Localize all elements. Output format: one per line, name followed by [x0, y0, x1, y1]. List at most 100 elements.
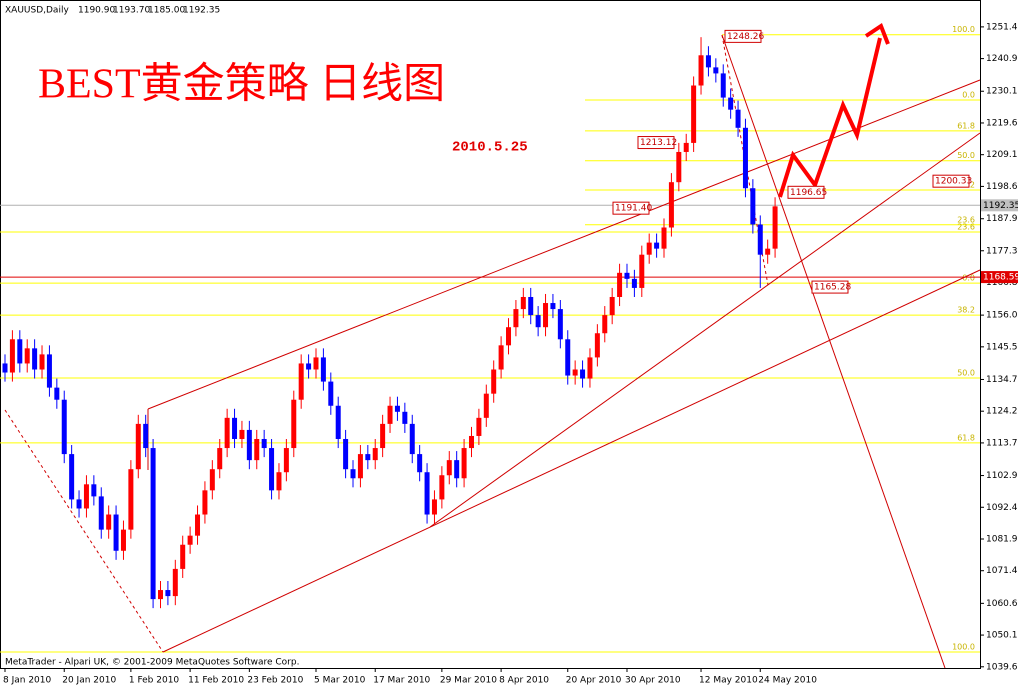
- candle-body: [580, 369, 586, 379]
- candle-body: [735, 109, 741, 128]
- price-tag: 1196.65: [790, 188, 827, 198]
- candle-body: [357, 454, 363, 479]
- x-tick-label: 11 Feb 2010: [188, 676, 244, 686]
- candle-body: [742, 127, 748, 189]
- y-tick-label: 1039.60: [986, 662, 1018, 672]
- candle-body: [187, 535, 193, 545]
- candle-body: [106, 514, 112, 530]
- price-tag-box: [724, 29, 762, 43]
- candle-body: [668, 182, 674, 228]
- trend-line: [162, 269, 981, 653]
- fib-label: 100.0: [952, 642, 975, 651]
- candle-body: [239, 429, 245, 439]
- candle-body: [298, 363, 304, 400]
- candle-body: [446, 460, 452, 476]
- y-tick-label: 1124.20: [986, 407, 1018, 417]
- x-tick-label: 17 Mar 2010: [373, 676, 430, 686]
- price-tag-box: [932, 174, 970, 188]
- candle-body: [750, 188, 756, 225]
- candle-body: [350, 469, 356, 479]
- fib-layer: 100.00.061.850.038.223.623.60.038.250.06…: [0, 25, 980, 653]
- candle-body: [224, 417, 230, 449]
- x-tick-label: 23 Feb 2010: [247, 676, 303, 686]
- candle-body: [491, 369, 497, 394]
- candle-body: [9, 339, 15, 373]
- fib-label: 61.8: [957, 121, 975, 130]
- candle-body: [195, 514, 201, 536]
- ohlc: 1192.35: [183, 6, 220, 16]
- candle-body: [631, 278, 637, 288]
- y-tick-label: 1050.10: [986, 631, 1018, 641]
- axis-price-box: [981, 199, 1018, 212]
- ohlc: 1193.70: [113, 6, 150, 16]
- candle-body: [587, 357, 593, 379]
- fib-label: 100.0: [952, 25, 975, 34]
- price-tag-box: [811, 280, 849, 294]
- y-tick-label: 1240.90: [986, 54, 1018, 64]
- fib-label: 50.0: [957, 368, 975, 377]
- candle-body: [617, 272, 623, 297]
- trend-line: [429, 132, 981, 528]
- candle-body: [157, 590, 163, 600]
- axis-price-label: 1192.35: [983, 201, 1018, 211]
- candle-body: [98, 496, 104, 530]
- candle-body: [380, 423, 386, 449]
- candle-body: [654, 242, 660, 249]
- candle-body: [757, 224, 763, 255]
- candle-body: [676, 151, 682, 183]
- fib-label: 0.0: [962, 91, 975, 100]
- candle-body: [713, 67, 719, 74]
- candle-body: [765, 248, 771, 255]
- candle-body: [113, 514, 119, 551]
- candle-body: [209, 469, 215, 491]
- candle-body: [2, 363, 8, 373]
- y-tick-label: 1177.30: [986, 246, 1018, 256]
- candle-body: [661, 227, 667, 249]
- candle-body: [217, 448, 223, 470]
- x-tick-label: 8 Jan 2010: [3, 676, 51, 686]
- candle-body: [483, 393, 489, 418]
- axis-price-label: 1168.59: [983, 273, 1018, 283]
- candle-body: [246, 429, 252, 461]
- symbol: XAUUSD,Daily: [5, 6, 69, 16]
- y-tick-label: 1156.00: [986, 311, 1018, 321]
- candle-body: [720, 73, 726, 98]
- candle-body: [24, 348, 30, 364]
- candle-body: [32, 348, 38, 370]
- candle-body: [335, 405, 341, 439]
- fib-label: 0.0: [962, 274, 975, 283]
- ohlc: 1190.90: [78, 6, 115, 16]
- candle-body: [646, 242, 652, 255]
- candle-body: [150, 448, 156, 600]
- arrow-head: [864, 22, 890, 45]
- chart-title: BEST黄金策略 日线图: [38, 61, 445, 108]
- y-tick-label: 1113.70: [986, 438, 1018, 448]
- candle-body: [705, 55, 711, 68]
- y-tick-label: 1071.40: [986, 566, 1018, 576]
- y-tick-label: 1145.50: [986, 342, 1018, 352]
- y-tick-label: 1081.90: [986, 534, 1018, 544]
- candle-body: [639, 254, 645, 288]
- candle-body: [320, 357, 326, 382]
- candle-body: [431, 499, 437, 515]
- y-tick-label: 1102.90: [986, 471, 1018, 481]
- candle-body: [76, 499, 82, 509]
- fib-label: 23.6: [957, 223, 975, 232]
- candle-body: [506, 327, 512, 346]
- candle-body: [417, 454, 423, 473]
- candle-body: [172, 568, 178, 597]
- trend-line: [147, 79, 981, 410]
- plot-frame: [0, 0, 981, 669]
- candles: [2, 37, 778, 609]
- y-tick-label: 1230.10: [986, 87, 1018, 97]
- y-tick-label: 1060.60: [986, 599, 1018, 609]
- candle-body: [528, 296, 534, 316]
- candle-body: [365, 454, 371, 461]
- trend-line: [721, 34, 946, 669]
- candle-body: [535, 315, 541, 328]
- candle-body: [165, 590, 171, 597]
- forecast-arrow: [778, 37, 882, 198]
- price-tag: 1200.33: [935, 177, 972, 187]
- candle-body: [120, 529, 126, 551]
